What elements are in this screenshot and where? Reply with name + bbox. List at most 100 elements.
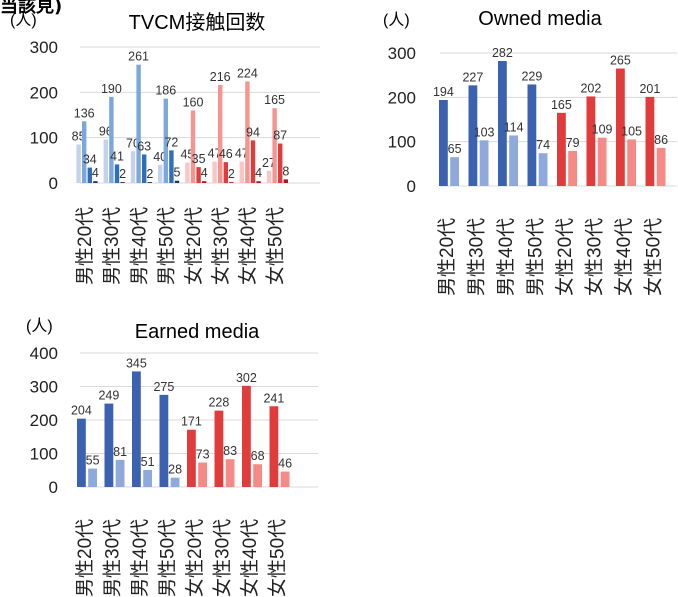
x-tick-label: 女性40代 [613,218,635,296]
x-tick-label: 男性50代 [156,207,178,285]
bar [169,150,174,183]
x-tick-label: 男性30代 [466,218,488,296]
data-label: 194 [433,85,454,99]
x-tick-label: 女性30代 [212,519,234,597]
data-label: 302 [236,371,257,385]
bar [212,161,217,183]
x-tick-label: 男性40代 [128,207,150,285]
data-label: 46 [219,147,233,161]
chart-3: 0 100 200 300 400 Earned media (人) 204 55 男性20代 24… [26,317,318,597]
bar [538,153,548,186]
bar [645,96,655,186]
y-tick-label: 300 [30,378,58,397]
x-tick-label: 男性30代 [102,519,124,597]
data-label: 105 [621,124,642,138]
bar [479,140,489,186]
y-tick-label: 100 [388,133,416,152]
bar [557,112,566,186]
data-label: 28 [168,463,182,477]
chart-1: 0100200300TVCM接触回数(人)85136344男性20代961904… [10,11,320,285]
x-tick-label: 女性30代 [584,218,606,296]
data-label: 63 [137,139,151,153]
x-tick-label: 男性20代 [74,519,96,597]
y-tick-label: 400 [30,344,58,363]
bar [656,147,666,186]
bar [597,137,607,186]
bar [103,139,108,183]
data-label: 136 [74,106,95,120]
data-label: 35 [192,152,206,166]
data-label: 72 [164,135,178,149]
data-label: 2 [119,167,126,181]
y-tick-label: 100 [30,129,58,148]
bar [174,180,180,183]
bar [104,403,114,487]
data-label: 5 [174,166,181,180]
bar [280,471,290,487]
data-label: 165 [264,93,285,107]
x-tick-label: 男性20代 [74,207,96,285]
data-label: 202 [580,81,601,95]
bar [586,96,596,186]
data-label: 261 [128,50,149,64]
bar [115,459,125,487]
data-label: 114 [504,120,524,134]
bar [163,98,168,183]
bar [143,469,152,487]
x-tick-label: 女性40代 [239,519,261,597]
data-label: 2 [146,167,153,181]
data-label: 216 [210,70,231,84]
x-tick-label: 女性30代 [210,207,232,285]
bar [278,143,283,183]
bar [627,139,636,186]
x-tick-label: 女性50代 [264,207,286,285]
bar [225,459,235,487]
bar [253,464,262,487]
data-label: 81 [113,445,127,459]
data-label: 94 [246,125,260,139]
bar [214,410,224,487]
bar [242,385,251,487]
data-label: 2 [228,167,235,181]
data-label: 55 [86,454,100,468]
data-label: 83 [223,444,237,458]
data-label: 160 [183,95,204,109]
data-label: 282 [492,46,513,60]
y-tick-label: 0 [49,174,58,193]
bar [229,182,234,183]
data-label: 4 [201,166,208,180]
data-label: 73 [196,448,210,462]
y-unit-label: (人) [10,11,37,29]
bar [187,429,196,487]
data-label: 186 [155,84,176,98]
bar [77,418,86,487]
bar [158,164,163,183]
bar [114,164,120,183]
data-label: 4 [92,166,99,180]
bar [272,108,277,183]
y-tick-label: 300 [30,38,58,57]
bar [616,68,625,186]
chart-title: TVCM接触回数 [129,11,266,34]
bar [527,84,537,186]
bar [223,162,228,183]
bar [498,60,507,187]
bar [76,144,81,183]
bar [198,462,207,487]
bar [450,157,459,186]
bar [218,85,223,183]
x-tick-label: 男性40代 [495,218,517,296]
x-tick-label: 男性20代 [436,218,458,296]
x-tick-label: 女性50代 [643,218,665,296]
chart-title: Earned media [135,321,260,343]
bar [190,110,196,183]
data-label: 103 [474,125,495,139]
y-tick-label: 0 [49,478,58,497]
data-label: 51 [141,455,155,469]
bar [239,161,244,183]
y-tick-label: 200 [388,88,416,107]
data-label: 87 [273,129,287,143]
data-label: 275 [153,380,174,394]
